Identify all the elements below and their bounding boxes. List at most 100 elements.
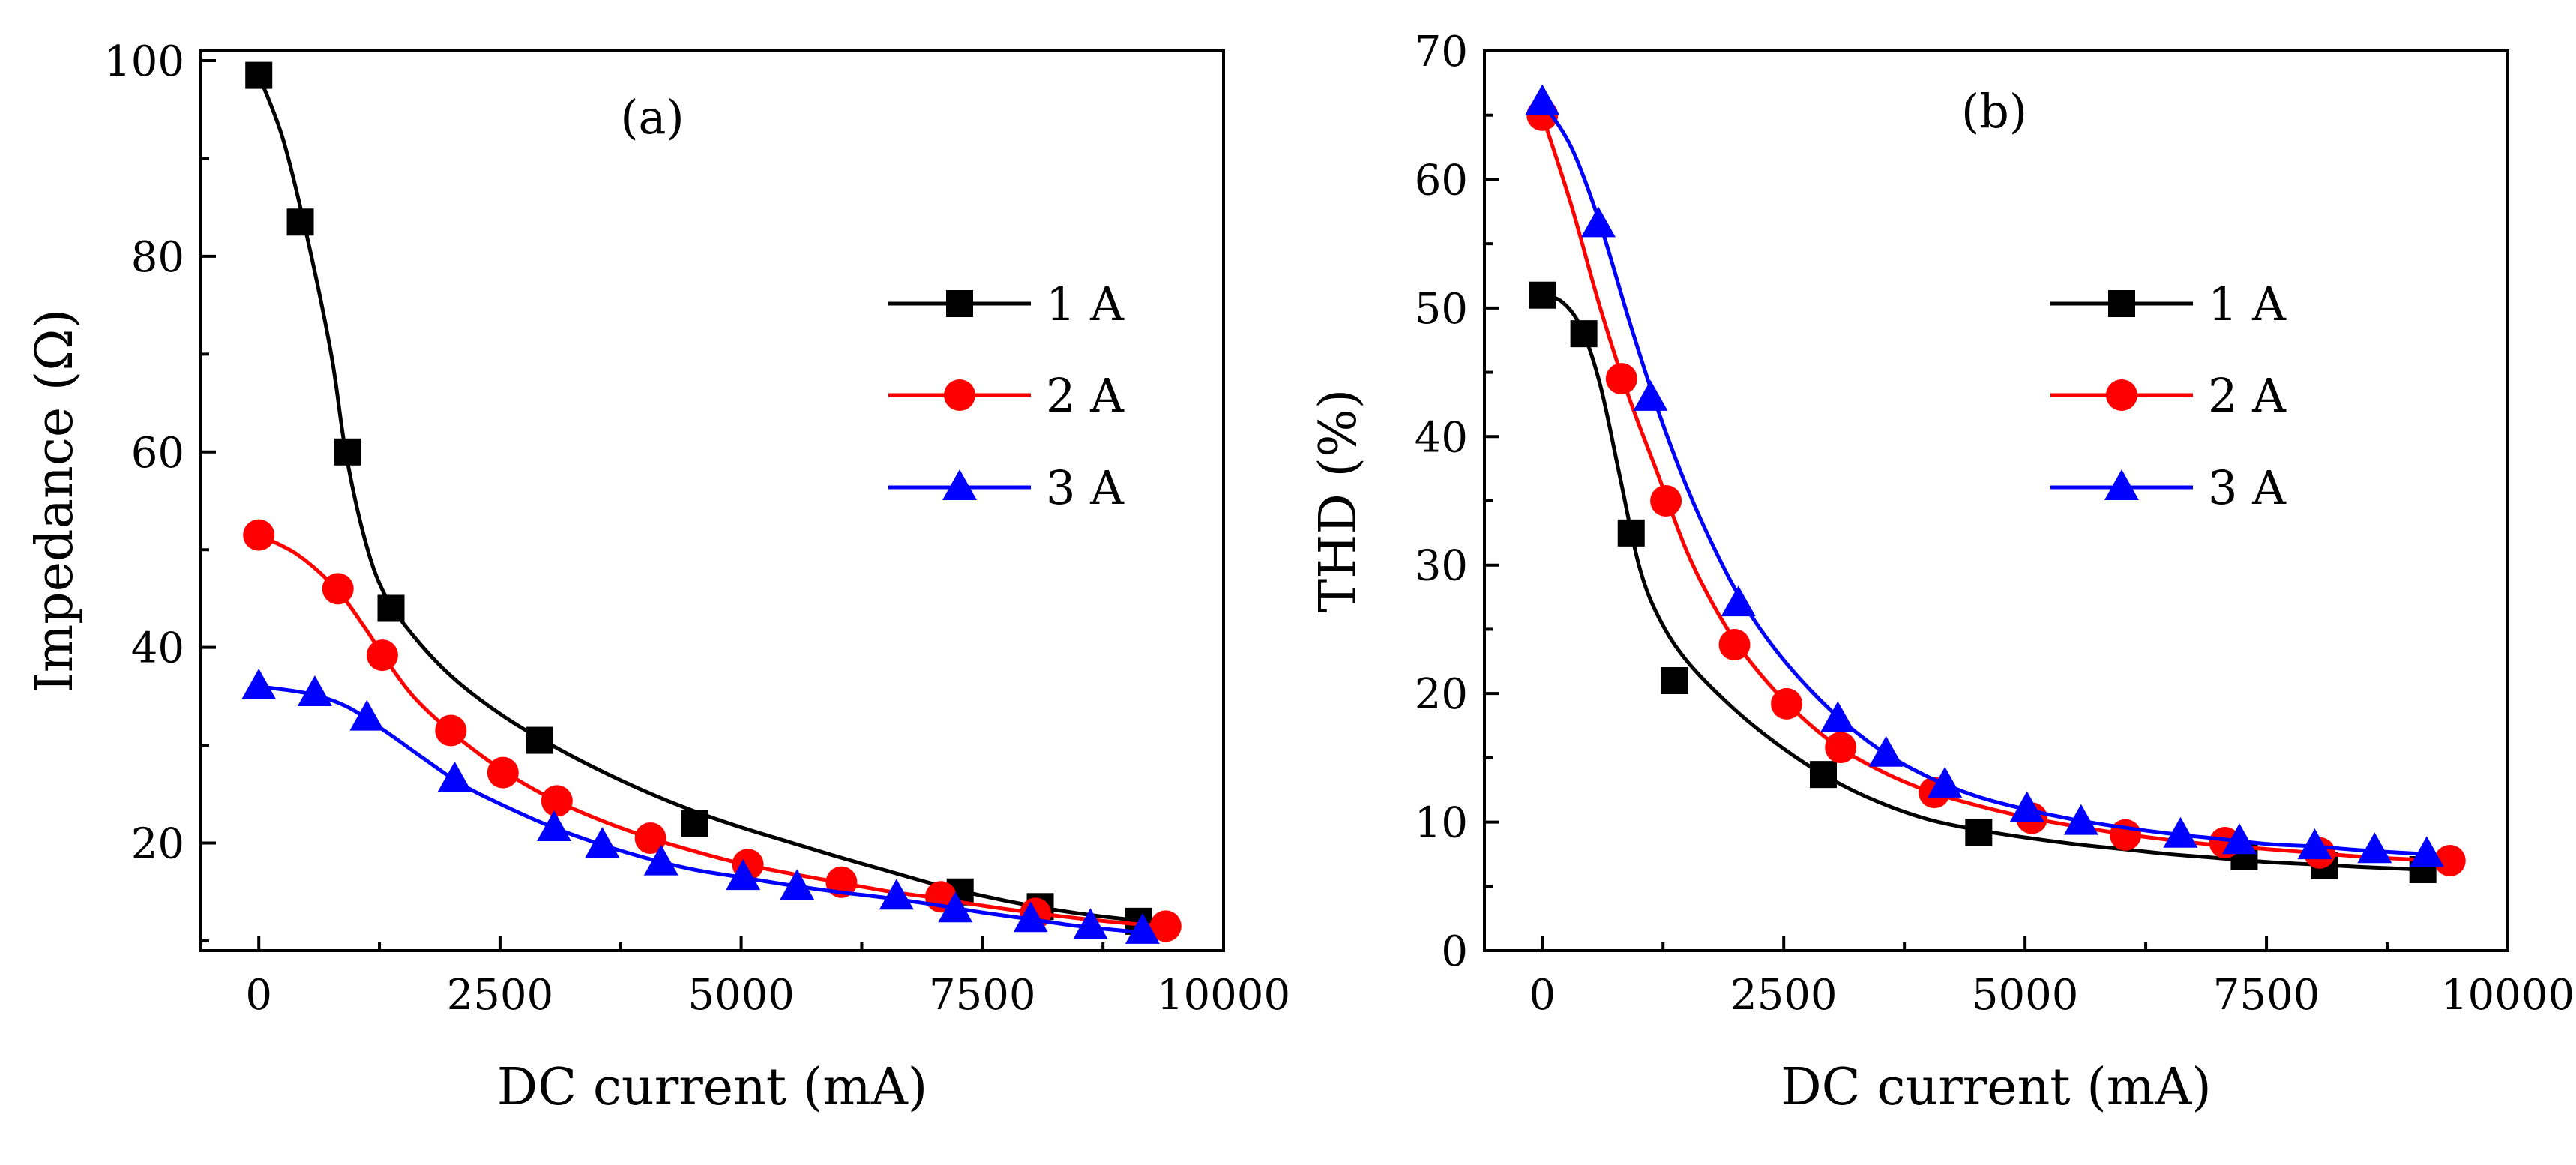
series-b-3 bbox=[1525, 84, 2444, 867]
data-point-b-1 bbox=[1661, 667, 1688, 694]
data-point-b-3 bbox=[1721, 585, 1756, 617]
data-point-a-3 bbox=[726, 859, 761, 891]
y-tick-label-b: 0 bbox=[1441, 927, 1468, 976]
y-tick-label-b: 10 bbox=[1415, 799, 1468, 848]
legend-entry-b-2: 2 A bbox=[2050, 368, 2287, 423]
x-axis-title-b: DC current (mA) bbox=[1781, 1058, 2212, 1117]
legend-label-b-2: 2 A bbox=[2208, 368, 2287, 423]
x-tick-label-a: 5000 bbox=[687, 971, 795, 1020]
legend-entry-a-2: 2 A bbox=[888, 368, 1125, 423]
y-tick-label-b: 50 bbox=[1415, 285, 1468, 334]
data-point-b-3 bbox=[1928, 766, 1963, 798]
series-line-a-3 bbox=[258, 684, 1147, 936]
data-point-a-1 bbox=[681, 810, 708, 837]
x-tick-label-a: 0 bbox=[245, 971, 272, 1020]
data-point-b-2 bbox=[1650, 485, 1682, 517]
series-a-3 bbox=[241, 668, 1160, 944]
legend-marker-b-1 bbox=[2108, 290, 2135, 317]
data-point-a-2 bbox=[322, 573, 354, 605]
x-tick-label-a: 7500 bbox=[929, 971, 1036, 1020]
x-tick-label-b: 0 bbox=[1529, 971, 1556, 1020]
x-axis-title-a: DC current (mA) bbox=[497, 1058, 928, 1117]
data-point-b-2 bbox=[2110, 819, 2142, 851]
data-point-a-3 bbox=[1013, 901, 1048, 933]
data-point-b-1 bbox=[1570, 320, 1598, 348]
data-point-a-1 bbox=[245, 61, 273, 89]
data-point-a-2 bbox=[634, 822, 666, 854]
legend-marker-a-3 bbox=[942, 469, 977, 500]
data-point-a-1 bbox=[286, 208, 314, 236]
legend-label-a-3: 3 A bbox=[1046, 460, 1125, 515]
x-tick-label-a: 10000 bbox=[1157, 971, 1290, 1020]
data-point-b-3 bbox=[2297, 828, 2332, 860]
data-point-b-1 bbox=[1529, 281, 1556, 309]
y-tick-label-a: 100 bbox=[104, 37, 184, 86]
x-tick-label-a: 2500 bbox=[447, 971, 554, 1020]
data-point-b-2 bbox=[1718, 629, 1751, 660]
data-point-a-3 bbox=[780, 869, 815, 900]
data-point-b-3 bbox=[1633, 379, 1668, 411]
data-point-a-3 bbox=[349, 699, 385, 731]
data-point-b-2 bbox=[1771, 687, 1803, 720]
data-point-b-3 bbox=[2009, 791, 2044, 822]
data-point-a-1 bbox=[377, 594, 405, 622]
data-point-a-3 bbox=[879, 879, 914, 910]
data-point-b-2 bbox=[1605, 363, 1637, 395]
x-tick-label-b: 10000 bbox=[2441, 971, 2575, 1020]
legend-marker-b-3 bbox=[2104, 469, 2139, 500]
legend-marker-b-2 bbox=[2106, 379, 2137, 411]
data-point-b-3 bbox=[2163, 816, 2198, 848]
data-point-a-3 bbox=[643, 844, 678, 876]
series-b-1 bbox=[1529, 281, 2437, 883]
legend-entry-a-1: 1 A bbox=[888, 277, 1125, 331]
data-point-b-3 bbox=[1820, 701, 1856, 732]
legend-label-a-1: 1 A bbox=[1046, 277, 1125, 331]
data-point-a-2 bbox=[487, 756, 519, 789]
data-point-b-3 bbox=[1580, 206, 1616, 238]
x-tick-label-b: 2500 bbox=[1730, 971, 1838, 1020]
legend-label-a-2: 2 A bbox=[1046, 368, 1125, 423]
y-tick-label-a: 80 bbox=[131, 233, 184, 282]
legend-marker-a-2 bbox=[944, 379, 975, 411]
series-line-b-1 bbox=[1541, 293, 2423, 872]
legend-label-b-1: 1 A bbox=[2208, 277, 2287, 331]
data-point-b-2 bbox=[2434, 845, 2466, 876]
data-point-b-1 bbox=[1617, 519, 1645, 547]
x-tick-label-b: 5000 bbox=[1972, 971, 2079, 1020]
data-point-a-3 bbox=[1073, 908, 1108, 939]
panel-label-a: (a) bbox=[620, 90, 684, 145]
y-tick-label-b: 60 bbox=[1415, 156, 1468, 205]
panel-b: 0 2500 5000 7500 10000 0 10 20 30 40 50 60 70 DC curr… bbox=[1309, 28, 2575, 1117]
data-point-a-3 bbox=[297, 675, 332, 706]
y-tick-label-a: 40 bbox=[131, 624, 184, 673]
data-point-a-3 bbox=[938, 891, 973, 923]
data-point-a-3 bbox=[585, 827, 620, 858]
x-tick-label-b: 7500 bbox=[2213, 971, 2320, 1020]
data-point-a-3 bbox=[1125, 912, 1160, 944]
y-axis-title-a: Impedance (Ω) bbox=[25, 309, 85, 693]
y-tick-label-b: 20 bbox=[1415, 670, 1468, 719]
data-point-b-3 bbox=[2063, 804, 2098, 835]
data-point-a-3 bbox=[241, 668, 277, 699]
data-point-a-3 bbox=[536, 810, 571, 841]
plot-frame-a bbox=[199, 49, 1225, 952]
series-line-b-2 bbox=[1540, 114, 2450, 863]
panel-label-b: (b) bbox=[1961, 84, 2027, 139]
y-axis-title-b: THD (%) bbox=[1309, 389, 1368, 612]
series-a-2 bbox=[243, 519, 1182, 942]
y-tick-label-b: 40 bbox=[1415, 413, 1468, 462]
data-point-b-1 bbox=[1965, 819, 1993, 846]
data-point-a-2 bbox=[366, 639, 398, 672]
panel-a: 0 2500 5000 7500 10000 20 40 60 80 100 DC current … bbox=[25, 37, 1290, 1117]
series-a-1 bbox=[245, 61, 1157, 935]
legend-entry-b-1: 1 A bbox=[2050, 277, 2287, 331]
data-point-a-1 bbox=[526, 726, 553, 754]
data-point-a-2 bbox=[243, 519, 275, 551]
data-point-a-2 bbox=[541, 785, 573, 817]
legend-entry-a-3: 3 A bbox=[888, 460, 1125, 515]
legend-label-b-3: 3 A bbox=[2208, 460, 2287, 515]
data-point-b-3 bbox=[1525, 84, 1560, 115]
data-point-a-1 bbox=[334, 438, 361, 466]
y-tick-label-b: 30 bbox=[1415, 542, 1468, 591]
